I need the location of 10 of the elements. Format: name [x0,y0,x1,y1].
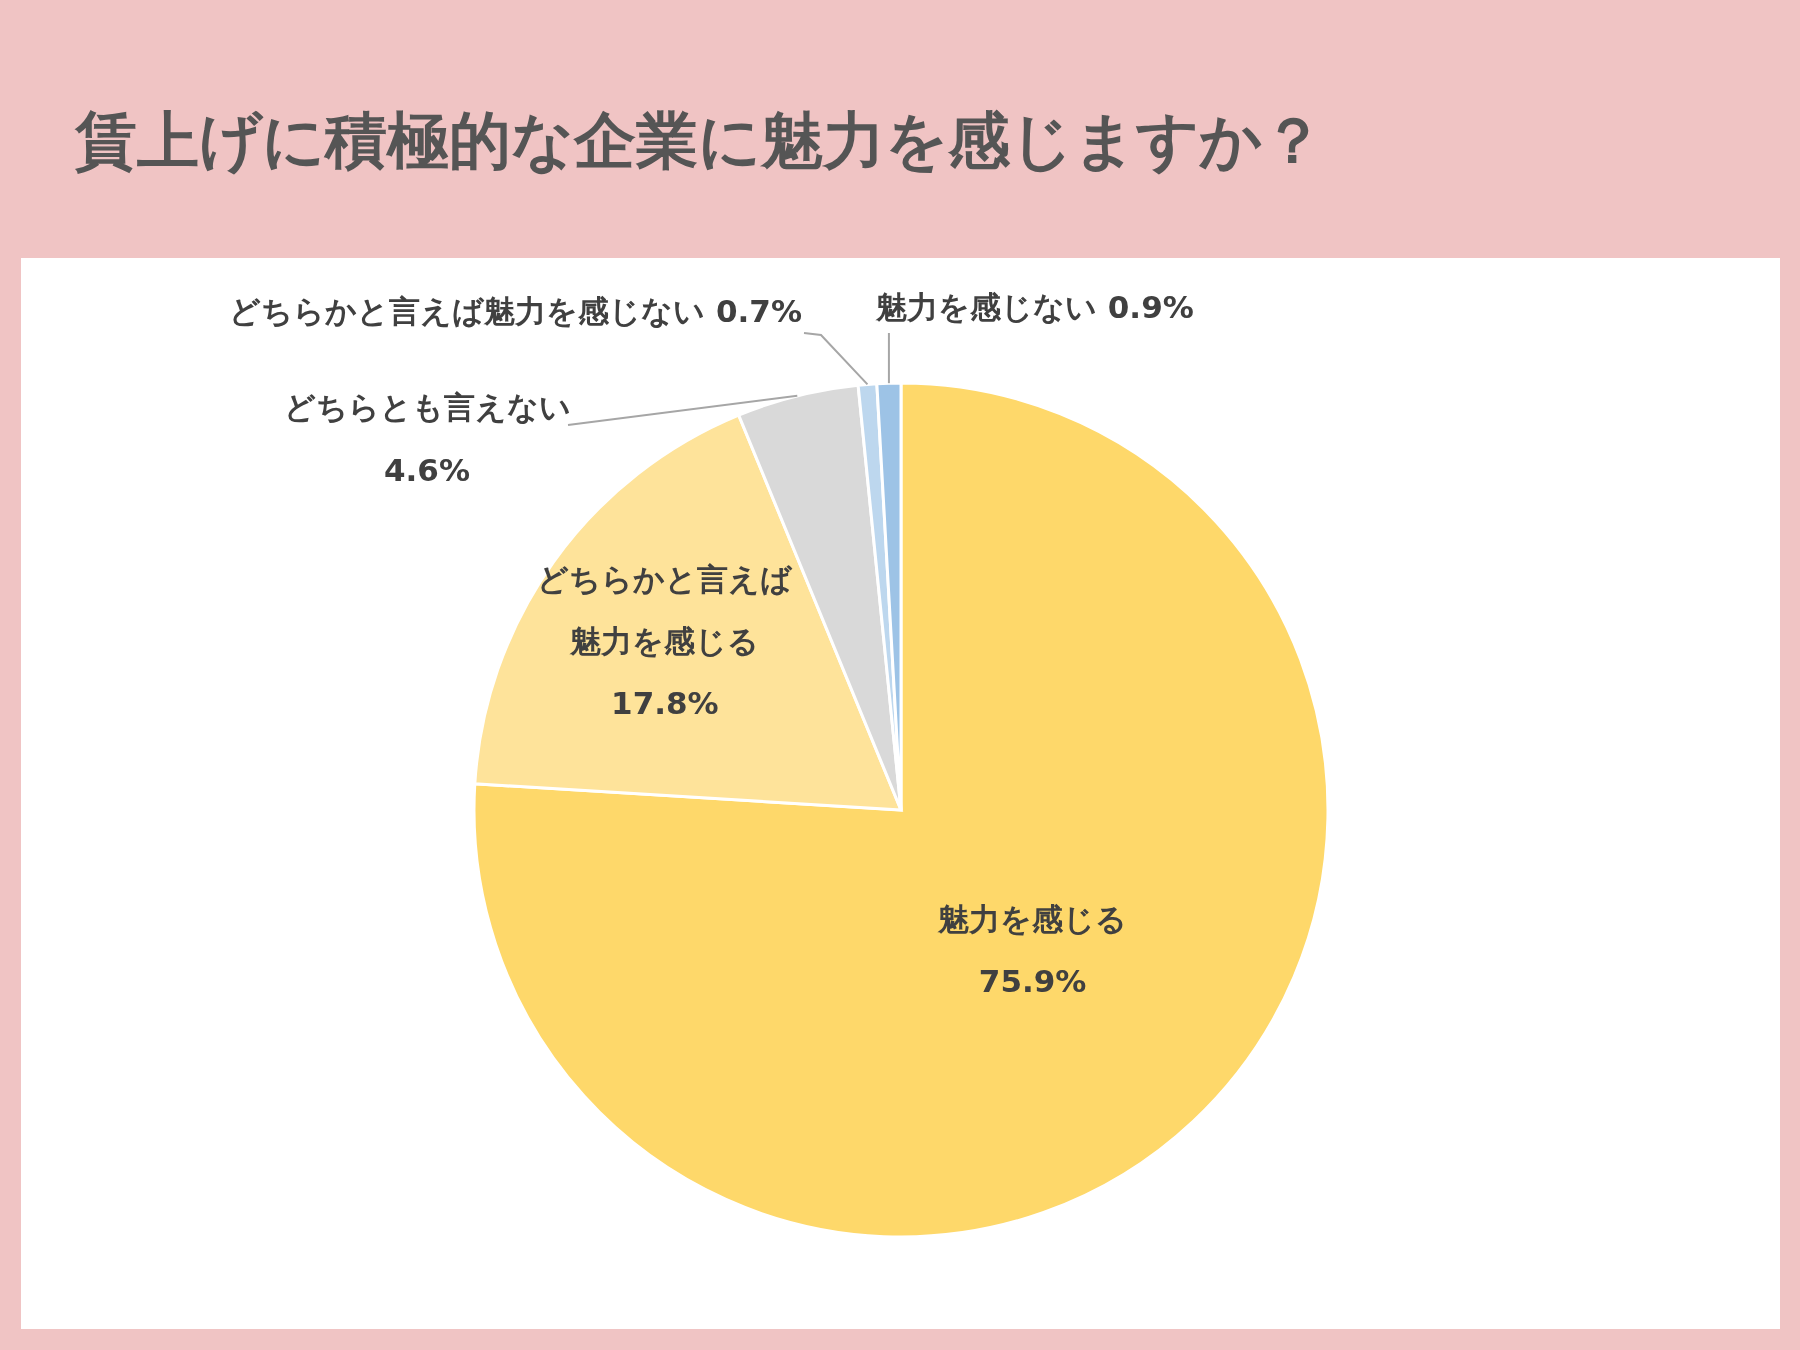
slice-label: どちらかと言えば魅力を感じない 0.7% [229,293,802,329]
data-label: 75.9% [978,962,1087,999]
slice-label: 魅力を感じる [937,900,1128,937]
slice-label: どちらかと言えば魅力を感じる [537,561,794,660]
pie-slice [473,381,1330,1239]
slice-label: どちらとも言えない [283,389,571,425]
data-label: 17.8% [611,685,719,722]
data-label: 4.6% [384,452,470,488]
chart-title: 賃上げに積極的な企業に魅力を感じますか？ [74,104,1324,177]
slice-label: 魅力を感じない 0.9% [875,289,1194,325]
